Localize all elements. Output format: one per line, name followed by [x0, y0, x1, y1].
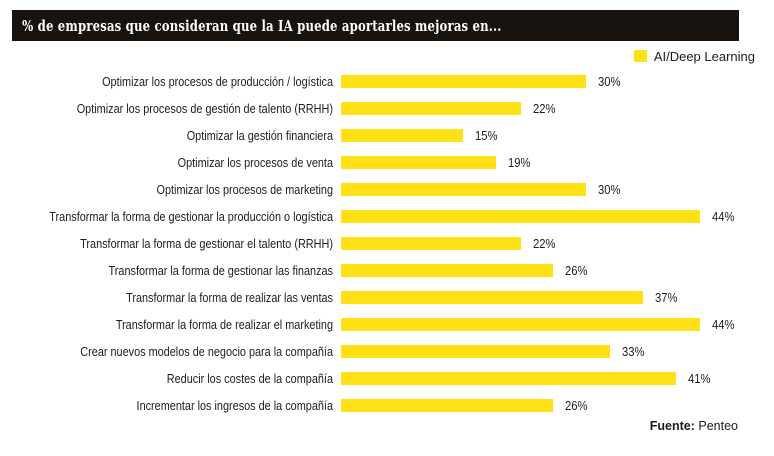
bar-area: 44% [341, 318, 737, 332]
bar-value: 41% [687, 371, 711, 386]
bar-value: 26% [565, 263, 588, 278]
chart-title-bar: % de empresas que consideran que la IA p… [12, 10, 739, 41]
bar-label: Reducir los costes de la compañía [166, 371, 333, 386]
bar-label: Optimizar la gestión financiera [186, 128, 333, 143]
bar-value: 37% [654, 290, 678, 305]
bar-area: 26% [341, 264, 590, 278]
bar-row: Optimizar los procesos de marketing 30% [0, 176, 774, 203]
bar-row: Optimizar la gestión financiera 15% [0, 122, 774, 149]
bar-value: 22% [532, 101, 556, 116]
source-note: Fuente: Penteo [650, 419, 738, 433]
legend-label: AI/Deep Learning [653, 48, 755, 64]
bar [341, 156, 496, 169]
bar-row: Optimizar los procesos de producción / l… [0, 68, 774, 95]
bar-label: Optimizar los procesos de producción / l… [102, 74, 333, 89]
bar-value: 19% [508, 155, 531, 170]
bar-label: Transformar la forma de realizar el mark… [115, 317, 333, 332]
bar-area: 22% [341, 237, 558, 251]
bar-area: 22% [341, 102, 558, 116]
bar-label: Transformar la forma de realizar las ven… [126, 290, 333, 305]
bar-row: Reducir los costes de la compañía 41% [0, 365, 774, 392]
bar-label: Crear nuevos modelos de negocio para la … [80, 344, 333, 359]
bar-label: Optimizar los procesos de venta [177, 155, 333, 170]
bar-row: Incrementar los ingresos de la compañía 2… [0, 392, 774, 419]
bar-label: Optimizar los procesos de gestión de tal… [76, 101, 333, 116]
bar-value: 30% [597, 182, 621, 197]
bar [341, 210, 700, 223]
bar-chart: Optimizar los procesos de producción / l… [0, 68, 774, 419]
bar [341, 129, 464, 142]
source-value: Penteo [698, 419, 738, 433]
bar-value: 44% [712, 209, 735, 224]
bar-value: 44% [712, 317, 735, 332]
bar [341, 264, 554, 277]
bar-area: 19% [341, 156, 533, 170]
bar-label: Transformar la forma de gestionar las fi… [108, 263, 333, 278]
bar-value: 26% [565, 398, 588, 413]
bar [341, 345, 611, 358]
legend: AI/Deep Learning [633, 48, 755, 64]
legend-swatch [633, 50, 647, 62]
bar-value: 33% [622, 344, 645, 359]
bar-area: 26% [341, 399, 590, 413]
bar-area: 15% [341, 129, 500, 143]
source-label: Fuente: [649, 419, 695, 433]
bar [341, 291, 643, 304]
bar [341, 75, 586, 88]
bar-area: 30% [341, 183, 623, 197]
bar-row: Optimizar los procesos de venta 19% [0, 149, 774, 176]
bar-area: 33% [341, 345, 647, 359]
bar-value: 30% [597, 74, 621, 89]
bar-area: 30% [341, 75, 623, 89]
bar-area: 41% [341, 372, 713, 386]
bar-row: Crear nuevos modelos de negocio para la … [0, 338, 774, 365]
bar-label: Optimizar los procesos de marketing [156, 182, 333, 197]
bar-row: Transformar la forma de gestionar las fi… [0, 257, 774, 284]
bar [341, 372, 676, 385]
bar-row: Transformar la forma de realizar las ven… [0, 284, 774, 311]
bar [341, 102, 521, 115]
bar [341, 237, 521, 250]
chart-title: % de empresas que consideran que la IA p… [22, 16, 502, 35]
bar-value: 15% [475, 128, 498, 143]
bar-label: Incrementar los ingresos de la compañía [136, 398, 333, 413]
bar-label: Transformar la forma de gestionar el tal… [80, 236, 334, 251]
bar-area: 37% [341, 291, 680, 305]
bar-row: Transformar la forma de realizar el mark… [0, 311, 774, 338]
bar-value: 22% [532, 236, 556, 251]
bar [341, 318, 700, 331]
bar-area: 44% [341, 210, 737, 224]
bar [341, 183, 586, 196]
bar [341, 399, 554, 412]
bar-label: Transformar la forma de gestionar la pro… [49, 209, 333, 224]
bar-row: Transformar la forma de gestionar el tal… [0, 230, 774, 257]
bar-row: Transformar la forma de gestionar la pro… [0, 203, 774, 230]
bar-row: Optimizar los procesos de gestión de tal… [0, 95, 774, 122]
